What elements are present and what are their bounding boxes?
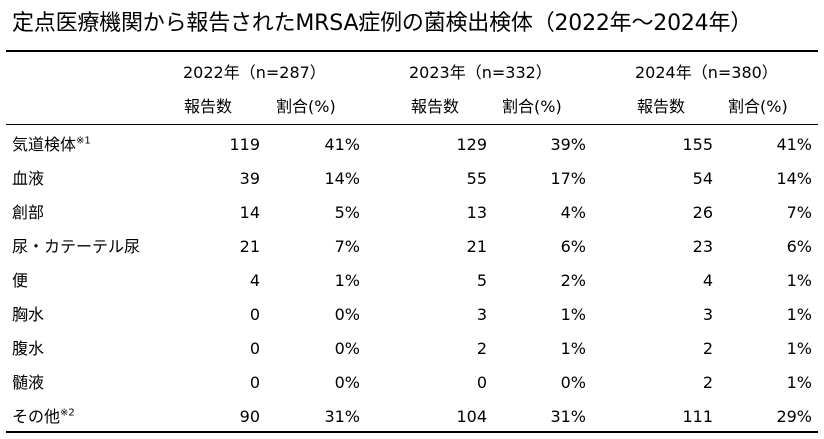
table-row: 便 4 1% 5 2% 4 1% bbox=[0, 264, 824, 298]
ratio-2022-cell: 31% bbox=[324, 407, 360, 426]
row-label: 胸水 bbox=[12, 304, 44, 326]
year-header-2024: 2024年（n=380） bbox=[635, 63, 778, 82]
ratio-header-2023: 割合(%) bbox=[502, 97, 562, 116]
header-rule bbox=[6, 124, 818, 125]
row-label-text: 血液 bbox=[12, 169, 45, 188]
count-2024-cell: 3 bbox=[702, 305, 713, 324]
table-row: 腹水 0 0% 2 1% 2 1% bbox=[0, 332, 824, 366]
count-2024-cell: 155 bbox=[682, 135, 713, 154]
table-title: 定点医療機関から報告されたMRSA症例の菌検出検体（2022年～2024年） bbox=[12, 11, 753, 36]
ratio-2024-cell: 1% bbox=[786, 373, 812, 392]
ratio-2022-cell: 41% bbox=[324, 135, 360, 154]
table-row: 尿・カテーテル尿 21 7% 21 6% 23 6% bbox=[0, 230, 824, 264]
table-row: 創部 14 5% 13 4% 26 7% bbox=[0, 196, 824, 230]
count-2024-cell: 54 bbox=[692, 169, 713, 188]
ratio-2023-cell: 1% bbox=[560, 305, 586, 324]
ratio-2023-cell: 17% bbox=[550, 169, 586, 188]
row-label-text: その他 bbox=[12, 407, 61, 426]
ratio-2023-cell: 0% bbox=[560, 373, 586, 392]
row-label-text: 尿・カテーテル尿 bbox=[12, 237, 141, 256]
ratio-2024-cell: 7% bbox=[786, 203, 812, 222]
count-2022-cell: 21 bbox=[239, 237, 260, 256]
count-2022-cell: 119 bbox=[229, 135, 260, 154]
count-2024-cell: 26 bbox=[692, 203, 713, 222]
ratio-2023-cell: 4% bbox=[560, 203, 586, 222]
table-row: 胸水 0 0% 3 1% 3 1% bbox=[0, 298, 824, 332]
count-2023-cell: 55 bbox=[466, 169, 487, 188]
table-row: 血液 39 14% 55 17% 54 14% bbox=[0, 162, 824, 196]
count-2022-cell: 0 bbox=[249, 305, 260, 324]
ratio-header-2024: 割合(%) bbox=[728, 97, 788, 116]
ratio-2024-cell: 1% bbox=[786, 271, 812, 290]
row-label-text: 髄液 bbox=[12, 373, 45, 392]
row-label: 尿・カテーテル尿 bbox=[12, 236, 140, 258]
ratio-header-2022: 割合(%) bbox=[276, 97, 336, 116]
row-label-text: 腹水 bbox=[12, 339, 45, 358]
row-label: 腹水 bbox=[12, 338, 44, 360]
ratio-2024-cell: 41% bbox=[776, 135, 812, 154]
table-row: その他※2 90 31% 104 31% 111 29% bbox=[0, 400, 824, 434]
count-2024-cell: 23 bbox=[692, 237, 713, 256]
bottom-rule bbox=[6, 431, 818, 433]
row-label-text: 胸水 bbox=[12, 305, 45, 324]
table-row: 気道検体※1 119 41% 129 39% 155 41% bbox=[0, 128, 824, 162]
ratio-2023-cell: 6% bbox=[560, 237, 586, 256]
count-2023-cell: 0 bbox=[476, 373, 487, 392]
ratio-2022-cell: 0% bbox=[334, 305, 360, 324]
ratio-2024-cell: 14% bbox=[776, 169, 812, 188]
ratio-2022-cell: 1% bbox=[334, 271, 360, 290]
ratio-2022-cell: 14% bbox=[324, 169, 360, 188]
count-2022-cell: 4 bbox=[249, 271, 260, 290]
count-2023-cell: 2 bbox=[476, 339, 487, 358]
count-2022-cell: 0 bbox=[249, 339, 260, 358]
count-2023-cell: 21 bbox=[466, 237, 487, 256]
ratio-2022-cell: 0% bbox=[334, 339, 360, 358]
count-2023-cell: 129 bbox=[456, 135, 487, 154]
year-header-2023: 2023年（n=332） bbox=[409, 63, 552, 82]
row-label: 気道検体※1 bbox=[12, 134, 91, 156]
count-2022-cell: 14 bbox=[239, 203, 260, 222]
count-header-2024: 報告数 bbox=[637, 97, 686, 116]
count-2023-cell: 3 bbox=[476, 305, 487, 324]
count-2024-cell: 2 bbox=[702, 339, 713, 358]
ratio-2023-cell: 1% bbox=[560, 339, 586, 358]
count-2023-cell: 104 bbox=[456, 407, 487, 426]
year-header-2022: 2022年（n=287） bbox=[183, 63, 326, 82]
ratio-2024-cell: 1% bbox=[786, 339, 812, 358]
count-2024-cell: 2 bbox=[702, 373, 713, 392]
ratio-2023-cell: 31% bbox=[550, 407, 586, 426]
row-label: 創部 bbox=[12, 202, 44, 224]
footnote-marker: ※1 bbox=[76, 135, 91, 147]
count-2023-cell: 13 bbox=[466, 203, 487, 222]
ratio-2024-cell: 6% bbox=[786, 237, 812, 256]
ratio-2024-cell: 1% bbox=[786, 305, 812, 324]
count-2022-cell: 0 bbox=[249, 373, 260, 392]
row-label-text: 気道検体 bbox=[12, 135, 77, 154]
count-2024-cell: 111 bbox=[682, 407, 713, 426]
count-header-2022: 報告数 bbox=[184, 97, 233, 116]
row-label-text: 創部 bbox=[12, 203, 45, 222]
count-2022-cell: 90 bbox=[239, 407, 260, 426]
ratio-2022-cell: 5% bbox=[334, 203, 360, 222]
row-label: 髄液 bbox=[12, 372, 44, 394]
ratio-2023-cell: 2% bbox=[560, 271, 586, 290]
count-2024-cell: 4 bbox=[702, 271, 713, 290]
ratio-2023-cell: 39% bbox=[550, 135, 586, 154]
count-header-2023: 報告数 bbox=[411, 97, 460, 116]
count-2023-cell: 5 bbox=[476, 271, 487, 290]
ratio-2022-cell: 7% bbox=[334, 237, 360, 256]
row-label: 便 bbox=[12, 270, 28, 292]
ratio-2022-cell: 0% bbox=[334, 373, 360, 392]
top-rule bbox=[6, 50, 818, 52]
ratio-2024-cell: 29% bbox=[776, 407, 812, 426]
row-label: 血液 bbox=[12, 168, 44, 190]
row-label: その他※2 bbox=[12, 406, 75, 428]
table-row: 髄液 0 0% 0 0% 2 1% bbox=[0, 366, 824, 400]
footnote-marker: ※2 bbox=[60, 407, 75, 419]
row-label-text: 便 bbox=[12, 271, 29, 290]
count-2022-cell: 39 bbox=[239, 169, 260, 188]
